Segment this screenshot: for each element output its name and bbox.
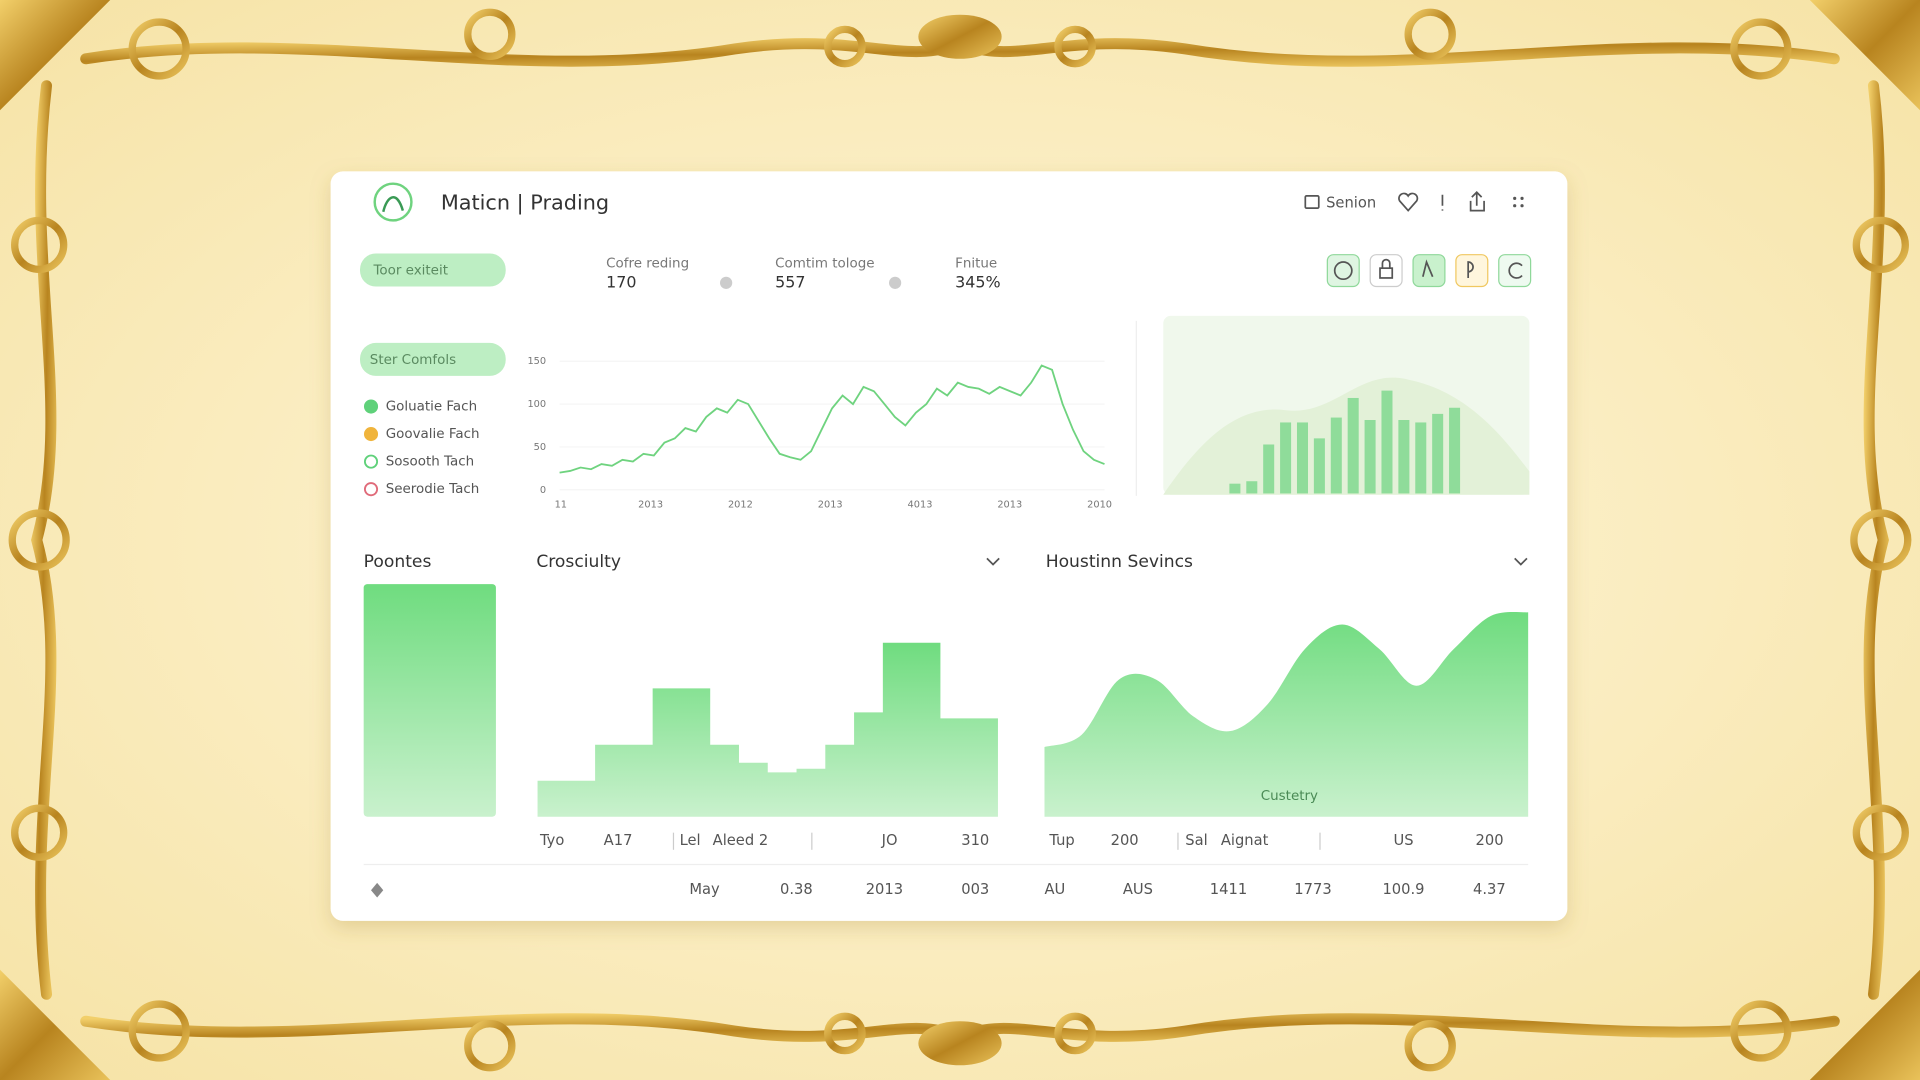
legend-marker	[363, 427, 379, 442]
app-title: Maticn | Prading	[441, 190, 609, 215]
bar	[1364, 420, 1376, 494]
row-cell: Aleed 2	[713, 832, 769, 849]
y-tick-label: 150	[527, 356, 546, 367]
bar	[1313, 438, 1325, 494]
row-cell: JO	[881, 832, 898, 849]
row-cell: Lel	[680, 832, 701, 849]
toolbar	[1326, 254, 1532, 288]
row-cell: AU	[1044, 881, 1065, 898]
row-cell: Tup	[1048, 832, 1074, 849]
y-tick-label: 50	[534, 442, 546, 453]
legend-label: Seerodie Tach	[386, 482, 480, 497]
pill-label[interactable]: Ster Comfols	[370, 353, 456, 368]
session-label[interactable]: Senion	[1326, 194, 1376, 211]
smooth-area	[1044, 612, 1529, 817]
bar	[1330, 417, 1342, 494]
pill-button[interactable]	[360, 253, 506, 287]
row-cell: May	[689, 881, 720, 898]
x-tick-label: 2010	[1087, 499, 1112, 510]
logo	[373, 182, 413, 222]
favorite-icon[interactable]	[1398, 192, 1419, 212]
bar	[363, 584, 496, 817]
row-cell: Aignat	[1221, 832, 1269, 849]
stat-value: 345%	[955, 272, 1000, 291]
bar	[1381, 390, 1393, 494]
row-cell: 1773	[1294, 881, 1331, 898]
tool-button[interactable]	[1326, 254, 1360, 288]
row-cell: 2013	[866, 881, 903, 898]
bar	[1347, 397, 1359, 494]
bar	[1280, 422, 1292, 494]
legend-label: Sosooth Tach	[386, 455, 474, 470]
tool-button[interactable]	[1412, 254, 1446, 288]
row-cell: 1411	[1210, 881, 1247, 898]
pill-label[interactable]: Toor exiteit	[372, 264, 448, 279]
area-label: Custetry	[1261, 789, 1318, 804]
legend-marker	[363, 454, 379, 469]
stat-icon	[888, 276, 902, 289]
row-cell: 100.9	[1382, 881, 1424, 898]
y-tick-label: 100	[527, 399, 546, 410]
row-cell: 0.38	[780, 881, 813, 898]
panel-title: Poontes	[364, 552, 432, 572]
stat-icon	[720, 276, 733, 289]
x-tick-label: 2013	[638, 499, 663, 510]
stat-label: Cofre reding	[606, 256, 689, 271]
bar	[1449, 407, 1461, 494]
x-tick-label: 2012	[728, 499, 753, 510]
share-icon[interactable]	[1469, 191, 1485, 212]
dropdown-icon[interactable]	[986, 557, 1000, 566]
stat-value: 557	[775, 272, 805, 291]
dropdown-icon[interactable]	[1514, 557, 1528, 566]
legend-marker	[363, 399, 379, 414]
bar	[1415, 422, 1427, 494]
table-rows: Tyo A17 Lel Aleed 2 JO 310 Tup 200 Sal Aignat US 20…	[539, 832, 1506, 898]
bar	[1246, 481, 1258, 494]
step-area	[537, 642, 998, 817]
bar	[1398, 420, 1410, 494]
row-cell: Sal	[1185, 832, 1207, 849]
panel-title: Crosciulty	[536, 552, 621, 572]
legend-marker	[363, 482, 379, 497]
x-tick-label: 2013	[997, 499, 1022, 510]
stat-value: 170	[606, 272, 636, 291]
charts: 0 50 100 150 11 2013 2012 2013 4013 2013 2010 Poont…	[363, 356, 1529, 817]
stat-label: Fnitue	[955, 256, 997, 271]
tool-button[interactable]	[1498, 254, 1532, 288]
x-tick-label: 11	[555, 499, 567, 510]
row-cell: US	[1393, 832, 1413, 849]
row-cell: AUS	[1123, 881, 1153, 898]
row-cell: Tyo	[539, 832, 564, 849]
x-tick-label: 2013	[818, 499, 843, 510]
bar	[1296, 422, 1308, 494]
stat-label: Comtim tologe	[775, 256, 874, 271]
line-series	[559, 364, 1105, 474]
bar	[1432, 413, 1444, 494]
row-cell: 310	[961, 832, 989, 849]
tool-button[interactable]	[1369, 254, 1403, 288]
bar	[1229, 483, 1241, 494]
row-cell: 200	[1476, 832, 1504, 849]
x-tick-label: 4013	[908, 499, 933, 510]
row-cell: 200	[1111, 832, 1139, 849]
grid-icon[interactable]	[1513, 196, 1524, 208]
row-cell: 003	[961, 881, 989, 898]
y-tick-label: 0	[540, 485, 546, 496]
legend-label: Goluatie Fach	[386, 400, 477, 415]
bar	[1263, 444, 1275, 494]
pill-button[interactable]	[360, 342, 506, 376]
legend: Goluatie Fach Goovalie Fach Sosooth Tach Se…	[363, 399, 480, 497]
row-cell: 4.37	[1473, 881, 1506, 898]
row-cell: A17	[604, 832, 633, 849]
session-button[interactable]: Senion	[1304, 194, 1376, 211]
panel-title: Houstinn Sevincs	[1046, 552, 1193, 572]
legend-label: Goovalie Fach	[386, 427, 480, 442]
